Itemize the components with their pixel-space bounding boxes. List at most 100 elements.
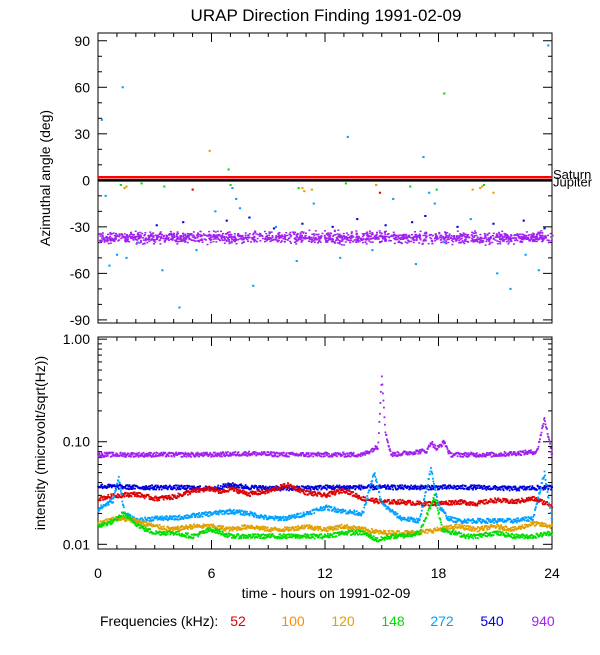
- intensity-point-540khz: [430, 487, 432, 489]
- intensity-point-52khz: [279, 488, 281, 490]
- intensity-point-940khz: [549, 443, 551, 445]
- azimuth-point-940khz: [432, 235, 434, 237]
- azimuth-point-940khz: [336, 238, 338, 240]
- intensity-point-272khz: [200, 515, 202, 517]
- azimuth-point-120khz: [492, 192, 494, 194]
- azimuth-point-540khz: [273, 227, 275, 229]
- azimuth-point-940khz: [219, 234, 221, 236]
- azimuth-point-940khz: [408, 235, 410, 237]
- intensity-point-540khz: [500, 489, 502, 491]
- azimuth-point-940khz: [440, 235, 442, 237]
- azimuth-point-272khz: [347, 136, 349, 138]
- azimuth-point-940khz: [376, 234, 378, 236]
- azimuth-point-940khz: [253, 241, 255, 243]
- azimuth-point-940khz: [185, 238, 187, 240]
- azimuth-point-940khz: [490, 236, 492, 238]
- azimuth-point-940khz: [492, 235, 494, 237]
- azimuth-point-940khz: [506, 234, 508, 236]
- intensity-point-52khz: [543, 500, 545, 502]
- intensity-point-52khz: [332, 493, 334, 495]
- azimuth-point-272khz: [525, 254, 527, 256]
- azimuth-point-940khz: [379, 236, 381, 238]
- azimuth-point-940khz: [136, 243, 138, 245]
- azimuth-point-940khz: [143, 235, 145, 237]
- azimuth-point-940khz: [264, 239, 266, 241]
- intensity-point-940khz: [380, 391, 382, 393]
- azimuth-point-940khz: [511, 235, 513, 237]
- intensity-point-940khz: [286, 452, 288, 454]
- azimuth-point-940khz: [422, 235, 424, 237]
- intensity-point-940khz: [398, 452, 400, 454]
- intensity-point-52khz: [154, 500, 156, 502]
- azimuth-point-272khz: [231, 187, 233, 189]
- azimuth-point-272khz: [443, 241, 445, 243]
- azimuth-point-940khz: [426, 235, 428, 237]
- azimuth-point-940khz: [140, 240, 142, 242]
- intensity-point-52khz: [165, 495, 167, 497]
- azimuth-point-940khz: [326, 233, 328, 235]
- intensity-point-52khz: [303, 489, 305, 491]
- intensity-point-940khz: [545, 423, 547, 425]
- intensity-point-52khz: [546, 501, 548, 503]
- azimuth-point-940khz: [179, 241, 181, 243]
- azimuth-point-52khz: [192, 189, 194, 191]
- azimuth-point-940khz: [461, 238, 463, 240]
- intensity-point-540khz: [245, 484, 247, 486]
- azimuth-point-940khz: [102, 235, 104, 237]
- intensity-point-940khz: [388, 446, 390, 448]
- intensity-point-272khz: [112, 501, 114, 503]
- intensity-point-540khz: [158, 489, 160, 491]
- intensity-point-540khz: [392, 486, 394, 488]
- intensity-point-540khz: [186, 489, 188, 491]
- intensity-point-52khz: [498, 497, 500, 499]
- intensity-point-940khz: [112, 452, 114, 454]
- azimuth-point-940khz: [257, 238, 259, 240]
- azimuth-point-940khz: [133, 236, 135, 238]
- intensity-frame: [98, 337, 552, 549]
- azimuth-point-940khz: [275, 237, 277, 239]
- azimuth-point-540khz: [456, 226, 458, 228]
- azimuth-point-940khz: [278, 234, 280, 236]
- azimuth-point-940khz: [362, 233, 364, 235]
- azimuth-point-940khz: [455, 238, 457, 240]
- intensity-point-940khz: [107, 455, 109, 457]
- azimuth-point-940khz: [166, 235, 168, 237]
- azimuth-point-940khz: [372, 237, 374, 239]
- intensity-point-272khz: [113, 495, 115, 497]
- azimuth-point-272khz: [239, 207, 241, 209]
- azimuth-point-940khz: [143, 239, 145, 241]
- intensity-point-940khz: [432, 441, 434, 443]
- intensity-point-540khz: [512, 489, 514, 491]
- azimuth-point-940khz: [315, 234, 317, 236]
- azimuth-point-272khz: [547, 44, 549, 46]
- azimuth-point-940khz: [314, 242, 316, 244]
- azimuth-point-940khz: [416, 239, 418, 241]
- azimuth-point-940khz: [451, 240, 453, 242]
- intensity-point-940khz: [184, 455, 186, 457]
- azimuth-point-940khz: [464, 239, 466, 241]
- azimuth-point-940khz: [381, 232, 383, 234]
- azimuth-point-940khz: [256, 241, 258, 243]
- azimuth-point-940khz: [493, 237, 495, 239]
- azimuth-point-940khz: [405, 234, 407, 236]
- azimuth-point-940khz: [462, 240, 464, 242]
- azimuth-point-940khz: [419, 238, 421, 240]
- intensity-y-axis-label: intensity (microvolt/sqrt(Hz)): [32, 356, 48, 530]
- azimuth-point-940khz: [242, 237, 244, 239]
- azimuth-point-940khz: [507, 243, 509, 245]
- intensity-point-52khz: [450, 502, 452, 504]
- azimuth-point-940khz: [193, 234, 195, 236]
- intensity-point-272khz: [328, 509, 330, 511]
- intensity-point-940khz: [550, 447, 552, 449]
- azimuth-point-940khz: [388, 240, 390, 242]
- azimuth-point-940khz: [247, 240, 249, 242]
- intensity-point-540khz: [199, 485, 201, 487]
- azimuth-point-940khz: [401, 243, 403, 245]
- azimuth-point-940khz: [259, 235, 261, 237]
- intensity-point-52khz: [255, 491, 257, 493]
- azimuth-point-940khz: [317, 242, 319, 244]
- azimuth-point-940khz: [551, 240, 553, 242]
- azimuth-point-940khz: [436, 239, 438, 241]
- azimuth-point-940khz: [447, 242, 449, 244]
- azimuth-point-940khz: [349, 240, 351, 242]
